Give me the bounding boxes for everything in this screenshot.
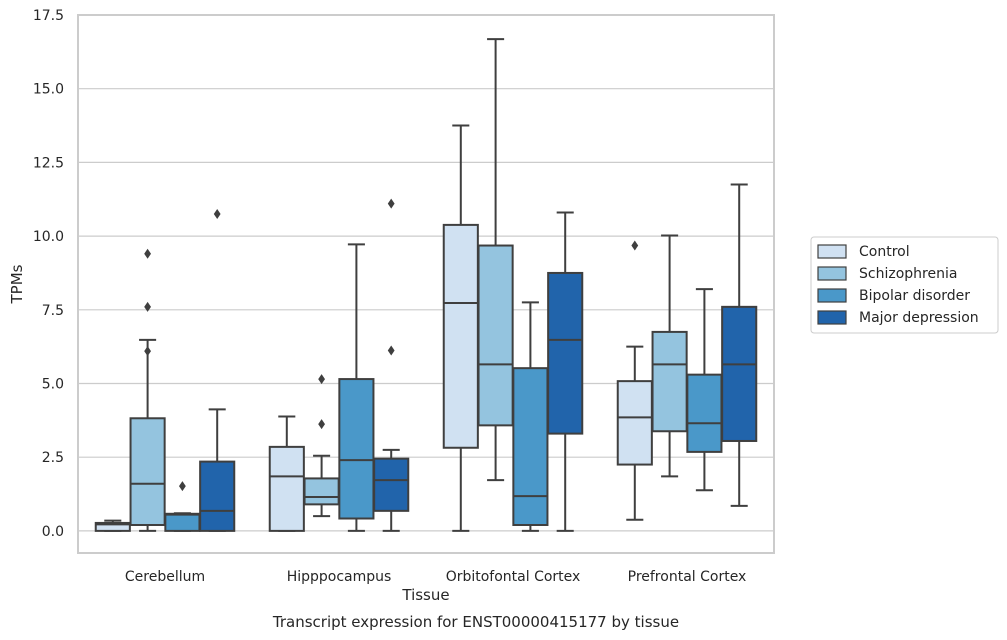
outlier-point — [387, 198, 395, 209]
box-iqr — [477, 244, 514, 427]
x-tick-label: Orbitofontal Cortex — [446, 569, 581, 585]
box-1-1 — [303, 374, 340, 518]
box-iqr — [373, 457, 410, 512]
box-iqr — [547, 271, 584, 435]
legend-label: Control — [859, 244, 910, 260]
box-iqr — [94, 521, 131, 532]
box-iqr — [686, 373, 723, 453]
box-2-0 — [442, 124, 479, 532]
legend-frame — [810, 236, 999, 334]
box-iqr — [338, 378, 375, 520]
box-3-1 — [651, 234, 688, 478]
box-3-0 — [616, 240, 653, 521]
y-tick-label: 17.5 — [33, 8, 64, 24]
legend: Control Schizophrenia Bipolar disorder Majo… — [810, 236, 999, 334]
box-iqr — [129, 417, 166, 526]
legend-swatch — [817, 288, 847, 303]
box-0-3 — [199, 208, 236, 532]
gridlines — [78, 14, 774, 532]
box-iqr — [199, 460, 236, 532]
legend-label: Bipolar disorder — [859, 288, 970, 304]
y-tick-label: 2.5 — [42, 450, 64, 466]
y-tick-label: 15.0 — [33, 82, 64, 98]
legend-label: Schizophrenia — [859, 266, 957, 282]
outlier-point — [144, 248, 151, 259]
y-tick-label: 12.5 — [33, 155, 64, 171]
outlier-point — [179, 481, 186, 492]
y-tick-label: 0.0 — [42, 524, 64, 540]
outlier-point — [144, 301, 151, 312]
legend-label: Major depression — [859, 310, 979, 326]
box-iqr — [721, 305, 758, 442]
box-iqr — [164, 512, 201, 532]
outlier-point — [318, 419, 325, 430]
outlier-point — [387, 345, 395, 356]
legend-swatch — [817, 244, 847, 259]
chart-caption: Transcript expression for ENST0000041517… — [272, 613, 679, 631]
box-3-2 — [686, 288, 723, 492]
x-tick-labels: Cerebellum Hipppocampus Orbitofontal Corte… — [125, 569, 746, 585]
y-tick-labels: 0.0 2.5 5.0 7.5 10.0 12.5 15.0 17.5 — [33, 8, 64, 540]
box-0-2 — [164, 481, 201, 532]
x-tick-label: Prefrontal Cortex — [628, 569, 747, 585]
box-0-1 — [129, 248, 166, 532]
box-2-2 — [512, 301, 549, 532]
box-1-2 — [338, 243, 375, 532]
x-tick-label: Hipppocampus — [287, 569, 392, 585]
outlier-point — [318, 374, 325, 385]
y-tick-label: 10.0 — [33, 229, 64, 245]
box-1-0 — [268, 415, 305, 532]
box-iqr — [651, 330, 688, 433]
box-iqr — [442, 223, 479, 449]
outlier-point — [144, 346, 151, 357]
y-axis-label: TPMs — [8, 264, 26, 304]
legend-swatch — [817, 310, 847, 325]
box-iqr — [512, 367, 549, 526]
box-iqr — [303, 477, 340, 506]
y-tick-label: 7.5 — [42, 303, 64, 319]
box-2-1 — [477, 38, 514, 482]
box-1-3 — [373, 198, 410, 532]
box-iqr — [616, 380, 653, 466]
box-3-3 — [721, 183, 758, 507]
box-iqr — [268, 445, 305, 532]
x-axis-label: Tissue — [401, 586, 449, 604]
plot-frame — [77, 14, 775, 554]
legend-swatch — [817, 266, 847, 281]
box-0-0 — [94, 519, 131, 532]
box-2-3 — [547, 211, 584, 532]
box-layer — [94, 38, 758, 532]
x-tick-label: Cerebellum — [125, 569, 205, 585]
y-tick-label: 5.0 — [42, 376, 64, 392]
outlier-point — [213, 208, 221, 219]
outlier-point — [631, 240, 639, 251]
